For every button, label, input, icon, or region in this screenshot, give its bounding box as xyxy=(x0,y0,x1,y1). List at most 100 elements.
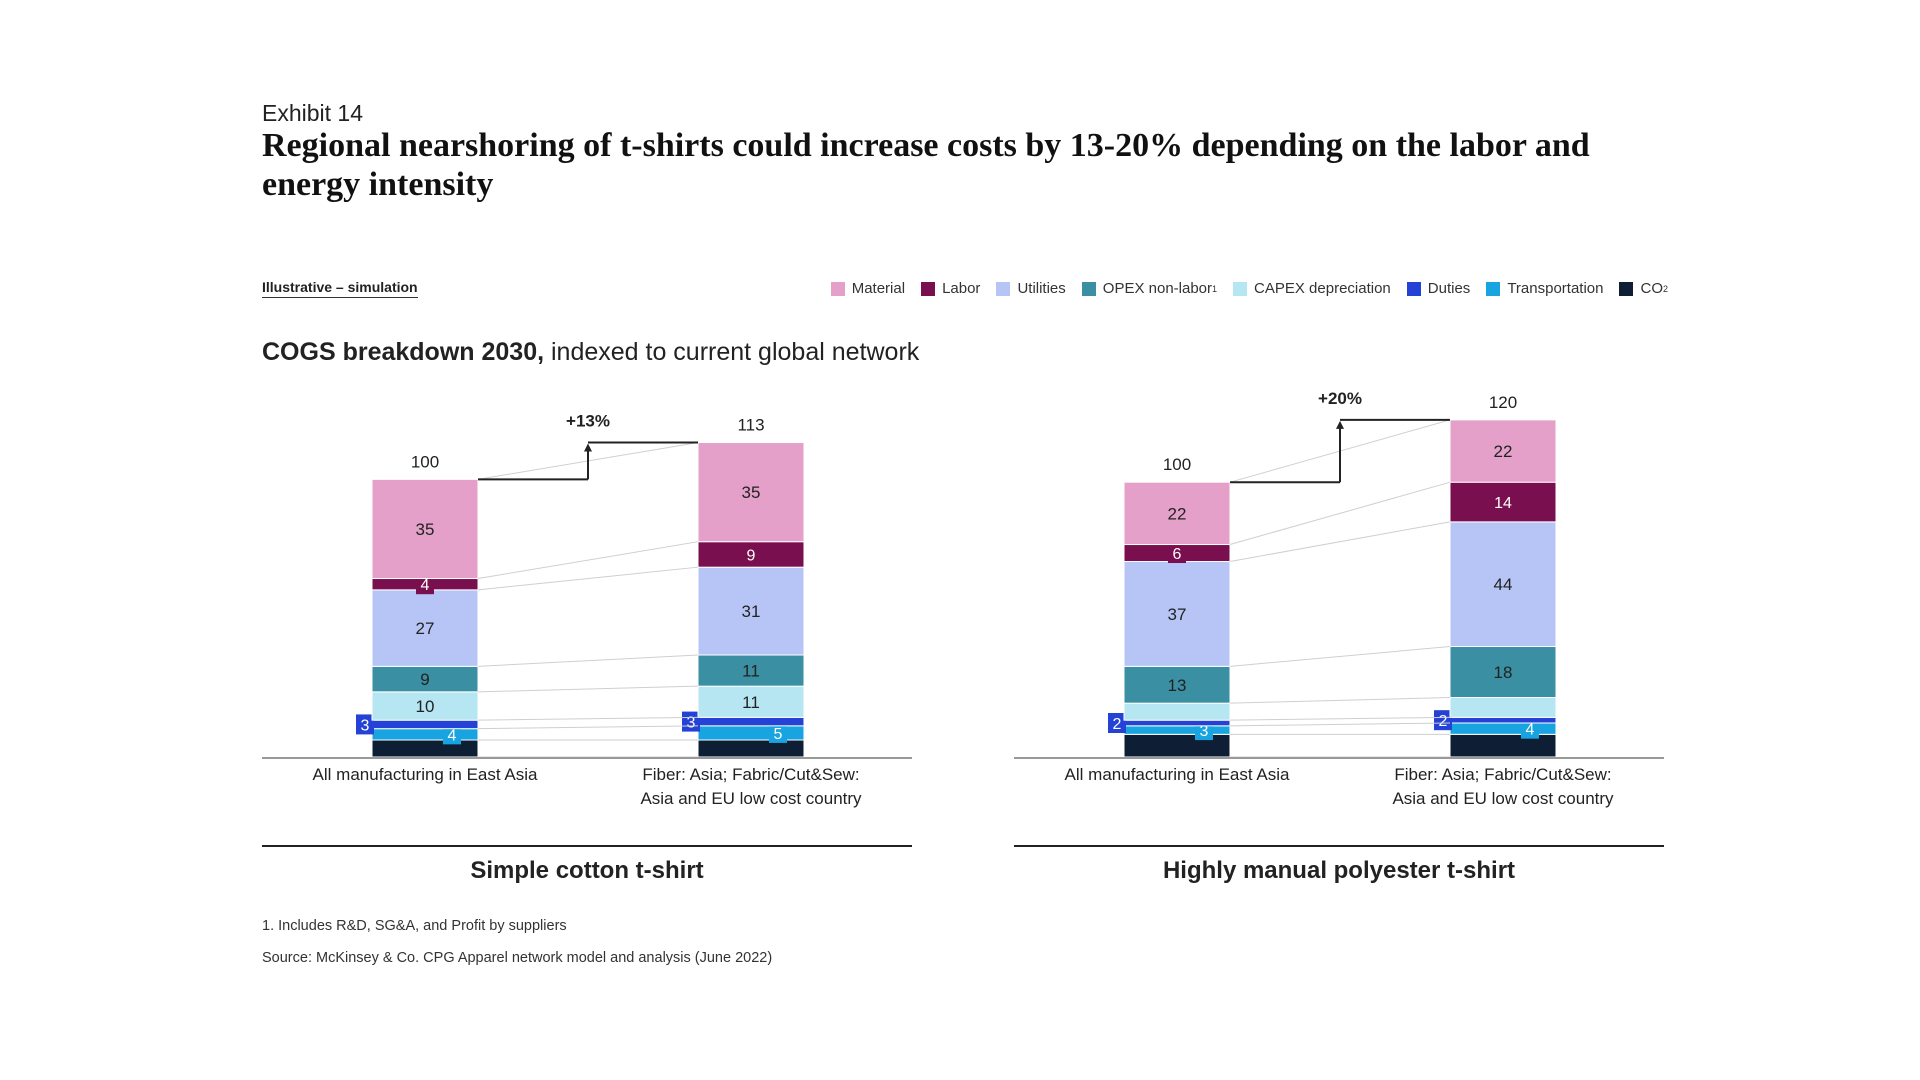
change-arrow-head xyxy=(584,443,592,452)
panel-title: Simple cotton t-shirt xyxy=(470,857,703,884)
bar-segment xyxy=(1123,481,1231,546)
data-label-box xyxy=(1434,710,1452,731)
legend-swatch xyxy=(830,281,845,296)
data-label: 10 xyxy=(416,697,435,716)
legend-label: Utilities xyxy=(1017,280,1066,297)
category-label: All manufacturing in East Asia xyxy=(313,765,538,784)
legend-footnote-marker: 1 xyxy=(1212,283,1218,294)
data-label: 18 xyxy=(1494,663,1513,682)
chart-legend: Material Labor Utilities OPEX non-labor 1… xyxy=(815,280,1668,297)
bar-segment xyxy=(697,654,805,687)
legend-label: Duties xyxy=(1427,280,1471,297)
data-label: 3 xyxy=(361,717,370,734)
bar-segment xyxy=(1449,697,1557,718)
data-label-box xyxy=(1521,718,1539,739)
data-label: 22 xyxy=(1494,442,1513,461)
data-label-box xyxy=(1108,713,1126,734)
category-label: Asia and EU low cost country xyxy=(640,789,862,808)
data-label: 13 xyxy=(1168,676,1187,695)
data-label-box xyxy=(742,544,760,565)
data-label-box xyxy=(1168,543,1186,564)
legend-label: Material xyxy=(851,280,906,297)
data-label: 9 xyxy=(747,547,756,564)
legend-swatch xyxy=(1406,281,1421,296)
bar-segment xyxy=(371,589,479,667)
connector-line xyxy=(477,566,699,591)
data-label: 22 xyxy=(1168,504,1187,523)
data-label: 31 xyxy=(742,602,761,621)
connector-line xyxy=(1229,697,1451,704)
data-label: 4 xyxy=(421,577,430,594)
data-label-box xyxy=(682,711,700,732)
bar-segment xyxy=(697,725,805,741)
category-label: Fiber: Asia; Fabric/Cut&Sew: xyxy=(1394,765,1611,784)
page-title: Regional nearshoring of t-shirts could i… xyxy=(262,127,1590,203)
bar-segment xyxy=(371,728,479,741)
data-label: 9 xyxy=(420,670,429,689)
legend-swatch xyxy=(1081,281,1096,296)
panel-title: Highly manual polyester t-shirt xyxy=(1163,857,1515,884)
connector-line xyxy=(477,716,699,721)
bar-segment xyxy=(697,739,805,758)
bar-segment xyxy=(371,691,479,721)
data-label: 37 xyxy=(1168,605,1187,624)
data-label: 2 xyxy=(1439,713,1448,730)
bar-segment xyxy=(697,442,805,543)
data-label: 6 xyxy=(1173,546,1182,563)
legend-label: CO xyxy=(1640,280,1663,297)
bar-segment xyxy=(1449,521,1557,648)
data-label: 4 xyxy=(448,727,457,744)
legend-item-opex: OPEX non-labor 1 xyxy=(1081,280,1218,297)
legend-swatch xyxy=(1619,281,1634,296)
total-label: 100 xyxy=(1163,455,1191,474)
data-label-box xyxy=(443,724,461,745)
legend-swatch xyxy=(921,281,936,296)
legend-item-utilities: Utilities xyxy=(996,280,1066,297)
connector-line xyxy=(1229,481,1451,546)
data-label: 27 xyxy=(416,619,435,638)
legend-item-co2: CO 2 xyxy=(1619,280,1668,297)
legend-swatch xyxy=(1486,281,1501,296)
connector-line xyxy=(477,725,699,730)
data-label: 4 xyxy=(1526,722,1535,739)
data-label: 3 xyxy=(687,715,696,732)
data-label-box xyxy=(769,722,787,743)
legend-subscript: 2 xyxy=(1662,283,1668,294)
legend-item-labor: Labor xyxy=(921,280,980,297)
legend-swatch xyxy=(1233,281,1248,296)
data-label: 35 xyxy=(742,483,761,502)
bar-segment xyxy=(371,739,479,758)
bar-segment xyxy=(1449,646,1557,699)
chart-subtitle: COGS breakdown 2030, indexed to current … xyxy=(262,338,919,367)
connector-line xyxy=(1229,716,1451,721)
connector-line xyxy=(477,654,699,667)
bar-segment xyxy=(697,716,805,727)
total-label: 120 xyxy=(1489,393,1517,412)
data-label: 2 xyxy=(1113,716,1122,733)
legend-item-material: Material xyxy=(830,280,906,297)
bar-segment xyxy=(1449,722,1557,735)
category-label: Asia and EU low cost country xyxy=(1392,789,1614,808)
chart-subtitle-bold: COGS breakdown 2030, xyxy=(262,338,545,366)
connector-line xyxy=(1229,521,1451,563)
category-label: Fiber: Asia; Fabric/Cut&Sew: xyxy=(642,765,859,784)
data-label-box xyxy=(356,714,374,735)
legend-label: Labor xyxy=(942,280,981,297)
bar-segment xyxy=(371,719,479,730)
bar-segment xyxy=(371,478,479,580)
legend-item-transportation: Transportation xyxy=(1486,280,1603,297)
legend-label: Transportation xyxy=(1507,280,1604,297)
data-label-box xyxy=(1494,492,1512,513)
legend-swatch xyxy=(996,281,1011,296)
data-label: 11 xyxy=(742,693,760,712)
bar-segment xyxy=(1123,733,1231,758)
total-label: 100 xyxy=(411,452,439,471)
legend-item-capex: CAPEX depreciation xyxy=(1233,280,1391,297)
data-label: 11 xyxy=(742,662,760,681)
data-label: 14 xyxy=(1494,495,1512,512)
change-label: +20% xyxy=(1318,389,1362,408)
footnote: 1. Includes R&D, SG&A, and Profit by sup… xyxy=(262,918,567,934)
bar-segment xyxy=(371,665,479,693)
data-label: 3 xyxy=(1200,723,1209,740)
